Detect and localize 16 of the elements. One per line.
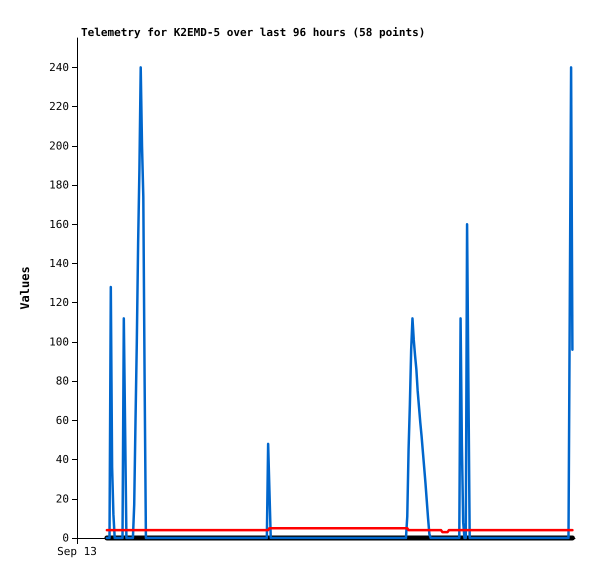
y-tick-label: 80: [56, 374, 69, 388]
y-tick-label: 40: [56, 453, 69, 466]
y-tick-label: 160: [49, 218, 69, 231]
x-tick-label: Sep 13: [57, 545, 97, 558]
chart-title: Telemetry for K2EMD-5 over last 96 hours (58 points): [81, 26, 426, 39]
y-tick-label: 0: [62, 532, 69, 544]
y-tick-label: 140: [49, 256, 69, 270]
y-axis-title: Values: [18, 266, 32, 310]
y-tick-label: 100: [49, 335, 69, 348]
y-tick-label: 240: [49, 60, 69, 74]
y-tick-label: 180: [49, 178, 69, 192]
y-tick-label: 120: [49, 296, 69, 310]
y-tick-label: 220: [49, 100, 69, 114]
y-tick-label: 60: [56, 414, 69, 427]
y-tick-label: 20: [56, 492, 69, 506]
y-tick-label: 200: [49, 139, 69, 152]
